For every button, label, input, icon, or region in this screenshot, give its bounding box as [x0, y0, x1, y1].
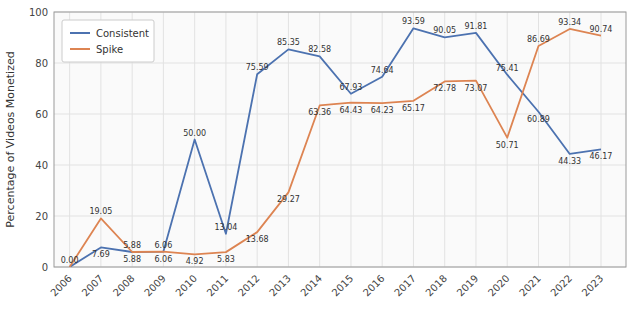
x-tick-label: 2010 [173, 273, 199, 299]
data-label: 0.00 [61, 256, 79, 265]
data-label: 72.78 [433, 84, 456, 93]
x-tick-label: 2006 [48, 273, 74, 299]
x-grid-line [475, 12, 476, 267]
data-label: 90.74 [590, 25, 613, 34]
legend: Consistent Spike [62, 20, 154, 62]
data-label: 5.88 [123, 255, 141, 264]
data-label: 29.27 [277, 195, 300, 204]
y-tick-label: 80 [35, 58, 48, 69]
data-label: 75.41 [496, 64, 519, 73]
x-tick-label: 2009 [142, 273, 168, 299]
x-tick-label: 2023 [580, 273, 606, 299]
y-tick-label: 100 [29, 7, 48, 18]
data-label: 13.04 [214, 223, 237, 232]
data-label: 65.17 [402, 104, 425, 113]
legend-box [62, 20, 154, 62]
x-grid-line [413, 12, 414, 267]
legend-swatch [70, 48, 90, 50]
plot-area [54, 12, 626, 267]
series-lines [70, 28, 601, 267]
data-label: 5.88 [123, 241, 141, 250]
data-label: 63.36 [308, 108, 331, 117]
x-tick-label: 2018 [423, 273, 449, 299]
data-label: 82.58 [308, 45, 331, 54]
x-grid-line [538, 12, 539, 267]
legend-swatch [70, 32, 90, 34]
data-label: 19.05 [89, 207, 112, 216]
x-tick-label: 2011 [205, 273, 231, 299]
x-tick-label: 2014 [298, 273, 324, 299]
data-label: 85.35 [277, 38, 300, 47]
y-tick-label: 60 [35, 109, 48, 120]
data-label: 64.23 [371, 106, 394, 115]
data-labels: 0.00 7.69 5.88 6.06 50.00 13.04 75.59 85.35 82.5… [61, 17, 613, 266]
data-label: 44.33 [558, 157, 581, 166]
x-grid-line [382, 12, 383, 267]
data-label: 93.59 [402, 17, 425, 26]
data-label: 13.68 [246, 235, 269, 244]
y-grid-line [54, 165, 626, 166]
y-axis-label: Percentage of Videos Monetized [4, 51, 17, 227]
data-label: 86.69 [527, 35, 550, 44]
x-tick-label: 2012 [236, 273, 262, 299]
data-label: 50.00 [183, 129, 206, 138]
data-label: 46.17 [590, 152, 613, 161]
data-label: 6.06 [154, 241, 172, 250]
data-label: 4.92 [186, 257, 204, 266]
x-tick-label: 2022 [548, 273, 574, 299]
plot-frame [54, 12, 626, 267]
x-tick-label: 2008 [111, 273, 137, 299]
legend-label: Consistent [96, 28, 149, 39]
x-tick-label: 2013 [267, 273, 293, 299]
x-grid-line [444, 12, 445, 267]
x-tick-label: 2015 [330, 273, 356, 299]
x-grid-line [163, 12, 164, 267]
data-label: 64.43 [339, 106, 362, 115]
data-label: 75.59 [246, 63, 269, 72]
data-label: 73.07 [465, 84, 488, 93]
x-grid-line [350, 12, 351, 267]
grid [54, 12, 626, 267]
y-tick-label: 0 [42, 262, 48, 273]
x-tick-label: 2016 [361, 273, 387, 299]
x-tick-label: 2021 [517, 273, 543, 299]
data-label: 91.81 [465, 22, 488, 31]
data-label: 60.89 [527, 115, 550, 124]
data-label: 93.34 [558, 18, 581, 27]
data-label: 67.93 [339, 83, 362, 92]
y-tick-label: 40 [35, 160, 48, 171]
data-label: 7.69 [92, 250, 110, 259]
data-label: 6.06 [154, 255, 172, 264]
x-grid-line [257, 12, 258, 267]
x-grid-line [600, 12, 601, 267]
x-grid-line [569, 12, 570, 267]
data-label: 5.83 [217, 255, 235, 264]
x-tick-label: 2020 [486, 273, 512, 299]
data-label: 50.71 [496, 141, 519, 150]
legend-label: Spike [96, 44, 123, 55]
chart: 0 20 40 60 80 100 2006200720082009201020112012… [0, 0, 640, 309]
y-grid-line [54, 63, 626, 64]
y-tick-label: 20 [35, 211, 48, 222]
series-line [70, 29, 601, 267]
data-label: 74.64 [371, 66, 394, 75]
x-tick-label: 2017 [392, 273, 418, 299]
y-grid-line [54, 216, 626, 217]
x-grid-line [507, 12, 508, 267]
data-label: 90.05 [433, 26, 456, 35]
x-tick-label: 2019 [455, 273, 481, 299]
x-tick-label: 2007 [80, 273, 106, 299]
series-line [70, 28, 601, 267]
